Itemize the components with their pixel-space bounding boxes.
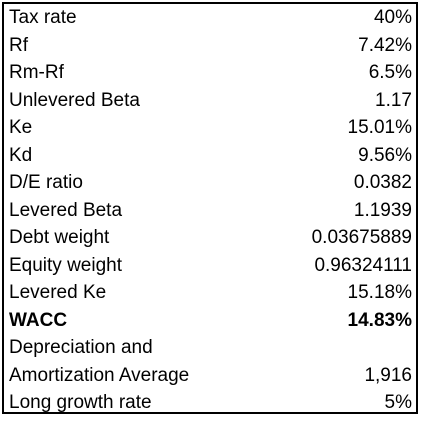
ke-value: 15.01% <box>347 117 412 138</box>
debt-weight-value: 0.03675889 <box>311 227 412 248</box>
long-growth-rate-value: 5% <box>384 392 412 413</box>
valuation-table: Tax rate 40% Rf 7.42% Rm-Rf 6.5% Unlever… <box>2 2 418 414</box>
unlevered-beta-value: 1.17 <box>375 89 412 111</box>
row-debt-weight: Debt weight 0.03675889 <box>4 224 416 252</box>
row-levered-ke: Levered Ke 15.18% <box>4 279 416 307</box>
row-kd: Kd 9.56% <box>4 142 416 170</box>
tax-rate-label: Tax rate <box>9 7 77 28</box>
row-depreciation: Depreciation and <box>4 334 416 362</box>
de-ratio-label: D/E ratio <box>9 172 83 193</box>
levered-ke-label: Levered Ke <box>9 282 107 303</box>
amortization-average-label: Amortization Average <box>9 364 190 386</box>
equity-weight-label: Equity weight <box>9 254 123 276</box>
row-de-ratio: D/E ratio 0.0382 <box>4 169 416 197</box>
levered-beta-value: 1.1939 <box>353 199 412 221</box>
row-ke: Ke 15.01% <box>4 114 416 142</box>
row-levered-beta: Levered Beta 1.1939 <box>4 197 416 225</box>
wacc-label: WACC <box>9 309 68 331</box>
depreciation-label: Depreciation and <box>9 337 153 358</box>
row-rm-rf: Rm-Rf 6.5% <box>4 59 416 87</box>
levered-ke-value: 15.18% <box>347 282 412 303</box>
debt-weight-label: Debt weight <box>9 227 110 248</box>
rf-label: Rf <box>9 34 28 56</box>
row-unlevered-beta: Unlevered Beta 1.17 <box>4 87 416 115</box>
row-amortization-average: Amortization Average 1,916 <box>4 362 416 390</box>
row-long-growth-rate: Long growth rate 5% <box>4 389 416 417</box>
row-wacc: WACC 14.83% <box>4 307 416 335</box>
row-equity-weight: Equity weight 0.96324111 <box>4 252 416 280</box>
de-ratio-value: 0.0382 <box>353 172 412 193</box>
ke-label: Ke <box>9 117 33 138</box>
row-tax-rate: Tax rate 40% <box>4 4 416 32</box>
equity-weight-value: 0.96324111 <box>314 254 412 276</box>
row-rf: Rf 7.42% <box>4 32 416 60</box>
rm-rf-value: 6.5% <box>368 62 412 83</box>
levered-beta-label: Levered Beta <box>9 199 123 221</box>
wacc-value: 14.83% <box>347 309 412 331</box>
rf-value: 7.42% <box>358 34 412 56</box>
unlevered-beta-label: Unlevered Beta <box>9 89 140 111</box>
amortization-average-value: 1,916 <box>364 364 412 386</box>
rm-rf-label: Rm-Rf <box>9 62 64 83</box>
long-growth-rate-label: Long growth rate <box>9 392 152 413</box>
tax-rate-value: 40% <box>373 7 412 28</box>
kd-value: 9.56% <box>358 144 412 166</box>
kd-label: Kd <box>9 144 33 166</box>
